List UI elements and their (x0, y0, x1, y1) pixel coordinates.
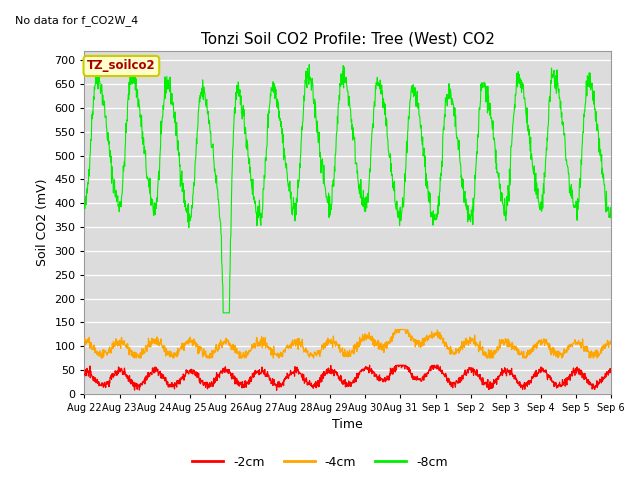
Legend: -2cm, -4cm, -8cm: -2cm, -4cm, -8cm (187, 451, 453, 474)
Title: Tonzi Soil CO2 Profile: Tree (West) CO2: Tonzi Soil CO2 Profile: Tree (West) CO2 (201, 32, 495, 47)
Text: No data for f_CO2W_4: No data for f_CO2W_4 (15, 15, 138, 26)
Text: TZ_soilco2: TZ_soilco2 (87, 60, 156, 72)
Y-axis label: Soil CO2 (mV): Soil CO2 (mV) (36, 179, 49, 266)
X-axis label: Time: Time (332, 419, 363, 432)
